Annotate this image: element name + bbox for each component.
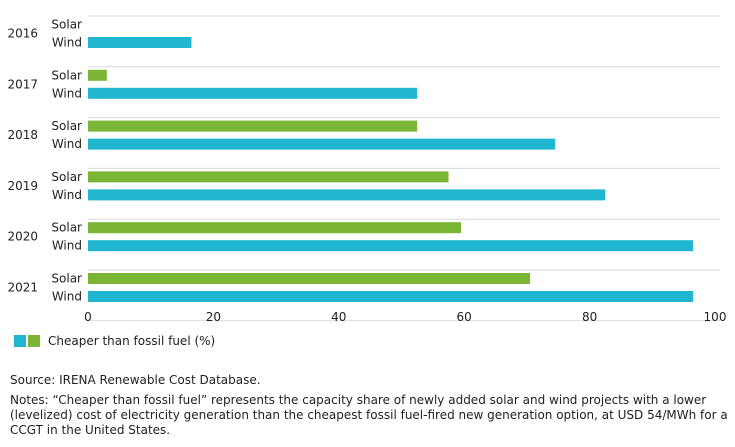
group-label-2017: 2017 <box>7 77 38 91</box>
bars <box>88 37 694 302</box>
bar-solar-2019 <box>88 171 449 183</box>
x-axis: 0 20 40 60 80 100 <box>84 310 726 324</box>
notes-text: Notes: “Cheaper than fossil fuel” repres… <box>10 393 728 437</box>
series-label-solar: Solar <box>51 18 82 32</box>
group-label-2016: 2016 <box>7 27 38 41</box>
bar-solar-2018 <box>88 120 418 132</box>
series-label-solar: Solar <box>51 170 82 184</box>
bar-wind-2019 <box>88 189 606 201</box>
bar-wind-2021 <box>88 291 694 302</box>
source-note: Source: IRENA Renewable Cost Database. <box>10 373 261 387</box>
series-label-wind: Wind <box>52 290 82 304</box>
legend: Cheaper than fossil fuel (%) <box>14 334 215 348</box>
bar-wind-2018 <box>88 138 556 150</box>
bar-wind-2020 <box>88 240 694 252</box>
series-label-wind: Wind <box>52 86 82 100</box>
bar-chart: 2016 Solar Wind 2017 Solar Wind 2018 Solar Wind 2… <box>7 15 726 324</box>
x-tick-label: 80 <box>582 310 597 324</box>
x-tick-label: 60 <box>457 310 472 324</box>
bar-solar-2020 <box>88 222 462 234</box>
series-label-wind: Wind <box>52 137 82 151</box>
bar-solar-2017 <box>88 69 107 81</box>
group-label-2019: 2019 <box>7 179 38 193</box>
category-labels: 2016 Solar Wind 2017 Solar Wind 2018 Solar Wind 2… <box>7 18 82 304</box>
series-label-solar: Solar <box>51 68 82 82</box>
series-label-wind: Wind <box>52 188 82 202</box>
x-tick-label: 20 <box>206 310 221 324</box>
series-label-wind: Wind <box>52 239 82 253</box>
group-label-2018: 2018 <box>7 128 38 142</box>
bar-wind-2016 <box>88 37 192 48</box>
bar-solar-2021 <box>88 273 531 284</box>
series-label-solar: Solar <box>51 119 82 133</box>
x-tick-label: 0 <box>84 310 92 324</box>
group-label-2021: 2021 <box>7 281 38 295</box>
series-label-solar: Solar <box>51 272 82 286</box>
group-label-2020: 2020 <box>7 230 38 244</box>
x-tick-label: 40 <box>331 310 346 324</box>
x-tick-label: 100 <box>704 310 727 324</box>
series-label-solar: Solar <box>51 221 82 235</box>
legend-swatch-wind <box>14 335 26 347</box>
legend-label: Cheaper than fossil fuel (%) <box>48 334 216 348</box>
legend-swatch-solar <box>28 335 40 347</box>
gridlines <box>88 15 720 322</box>
series-label-wind: Wind <box>52 36 82 50</box>
bar-wind-2017 <box>88 87 418 99</box>
